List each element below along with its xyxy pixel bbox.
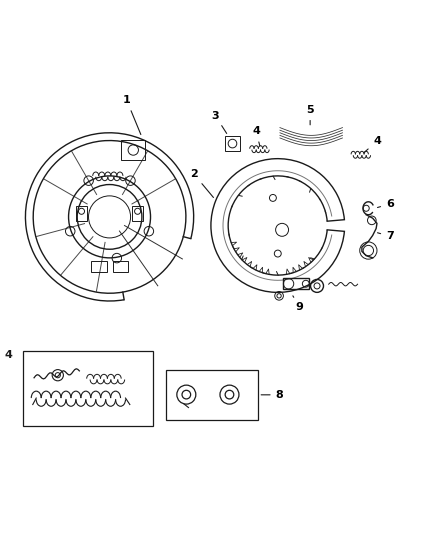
Bar — [23, 351, 153, 426]
Bar — [76, 206, 87, 221]
Text: 3: 3 — [212, 110, 227, 133]
Bar — [113, 261, 128, 272]
Text: 4: 4 — [5, 350, 13, 360]
Bar — [91, 261, 106, 272]
Text: 6: 6 — [378, 199, 394, 209]
Text: 4: 4 — [364, 136, 381, 152]
Bar — [132, 206, 143, 221]
Text: 5: 5 — [306, 105, 314, 125]
Text: 7: 7 — [378, 231, 394, 241]
Bar — [121, 140, 145, 160]
Text: 1: 1 — [123, 95, 141, 134]
Bar — [225, 136, 240, 151]
Bar — [166, 370, 258, 419]
Bar — [283, 278, 309, 289]
Text: 2: 2 — [190, 169, 213, 198]
Text: 4: 4 — [252, 126, 260, 146]
Text: 9: 9 — [293, 296, 304, 312]
Text: 8: 8 — [261, 390, 283, 400]
